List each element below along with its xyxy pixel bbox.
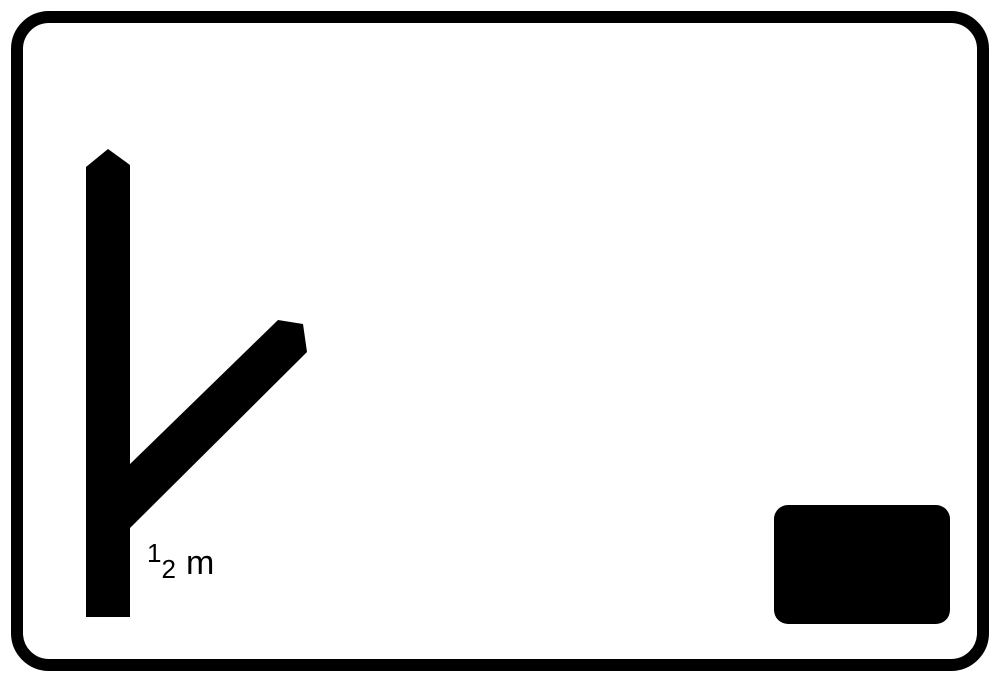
distance-denominator: 2 (161, 554, 176, 584)
distance-unit: m (185, 544, 215, 582)
main-road-arrow (86, 149, 130, 617)
sign-panel (11, 11, 989, 671)
side-road-arrow (128, 320, 307, 530)
distance-label: 12 m (147, 540, 214, 582)
distance-numerator: 1 (147, 538, 162, 568)
black-plate (774, 505, 950, 624)
